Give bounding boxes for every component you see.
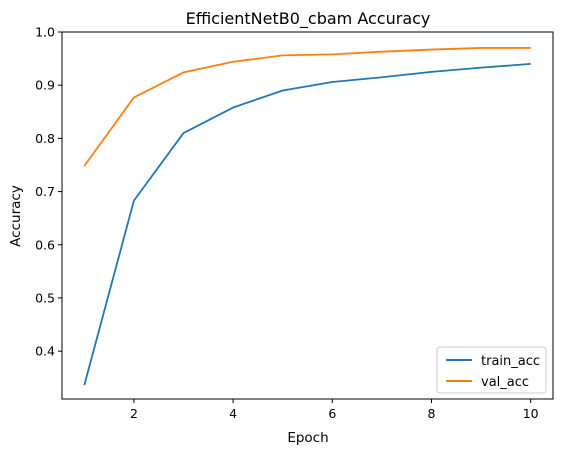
- x-axis-label: Epoch: [287, 430, 328, 446]
- plot-area-frame: [61, 31, 554, 400]
- x-axis-ticks: 2 4 6 8 10: [130, 399, 539, 421]
- y-tick-label: 0.7: [35, 184, 55, 199]
- y-tick-label: 0.5: [35, 290, 55, 305]
- y-tick-label: 0.8: [35, 131, 55, 146]
- x-tick-label: 6: [328, 406, 336, 421]
- x-tick-label: 4: [229, 406, 237, 421]
- y-axis-label: Accuracy: [8, 185, 24, 247]
- x-tick-label: 2: [130, 406, 138, 421]
- x-tick-label: 10: [523, 406, 539, 421]
- series-lines: [83, 47, 531, 386]
- series-line-val-acc: [83, 47, 531, 167]
- chart-title: EfficientNetB0_cbam Accuracy: [186, 9, 431, 29]
- y-tick-label: 0.4: [35, 344, 55, 359]
- y-tick-label: 1.0: [35, 25, 55, 40]
- legend-entry-val-acc: val_acc: [481, 375, 529, 390]
- y-tick-label: 0.6: [35, 237, 55, 252]
- series-line-train-acc: [83, 63, 531, 386]
- y-tick-label: 0.9: [35, 78, 55, 93]
- x-tick-label: 8: [428, 406, 436, 421]
- legend-entry-train-acc: train_acc: [481, 354, 540, 369]
- legend: train_acc val_acc: [436, 346, 547, 394]
- y-axis-ticks: 0.4 0.5 0.6 0.7 0.8 0.9 1.0: [35, 25, 62, 359]
